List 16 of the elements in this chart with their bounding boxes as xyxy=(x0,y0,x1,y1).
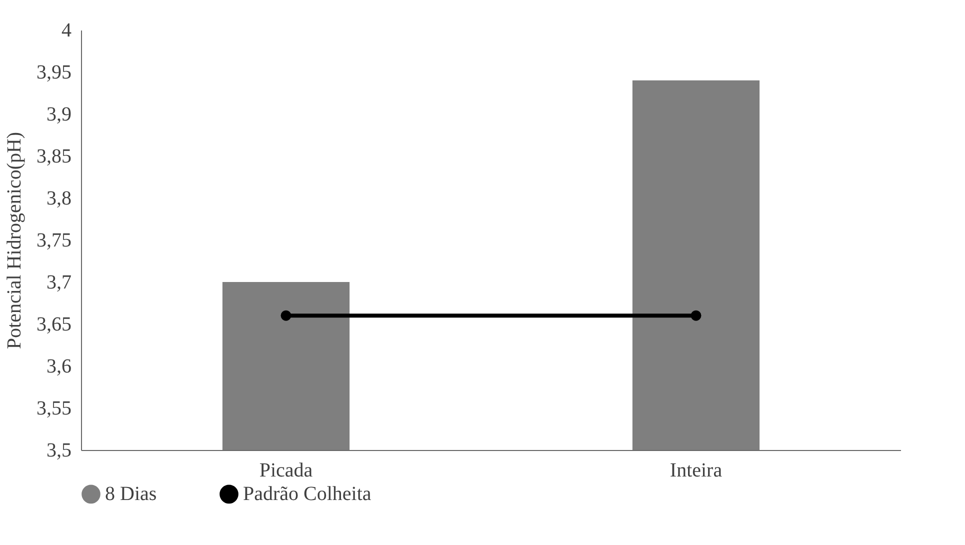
y-tick-label: 3,75 xyxy=(36,230,72,252)
legend-label: 8 Dias xyxy=(105,483,157,506)
y-tick-label: 3,55 xyxy=(36,398,72,420)
y-tick-label: 3,9 xyxy=(46,104,72,126)
y-tick-label: 3,8 xyxy=(46,188,72,210)
y-tick-label: 3,95 xyxy=(36,62,72,84)
y-tick-label: 3,65 xyxy=(36,314,72,336)
legend-label: Padrão Colheita xyxy=(243,483,372,506)
y-tick-label: 3,7 xyxy=(46,272,72,294)
y-tick-label: 3,5 xyxy=(46,440,72,462)
x-tick-label: Picada xyxy=(259,460,313,482)
y-axis-title: Potencial Hidrogenico(pH) xyxy=(4,132,26,350)
x-tick-label: Inteira xyxy=(670,460,722,482)
y-tick-label: 4 xyxy=(62,20,72,42)
y-tick-label: 3,6 xyxy=(46,356,72,378)
y-tick-label: 3,85 xyxy=(36,146,72,168)
